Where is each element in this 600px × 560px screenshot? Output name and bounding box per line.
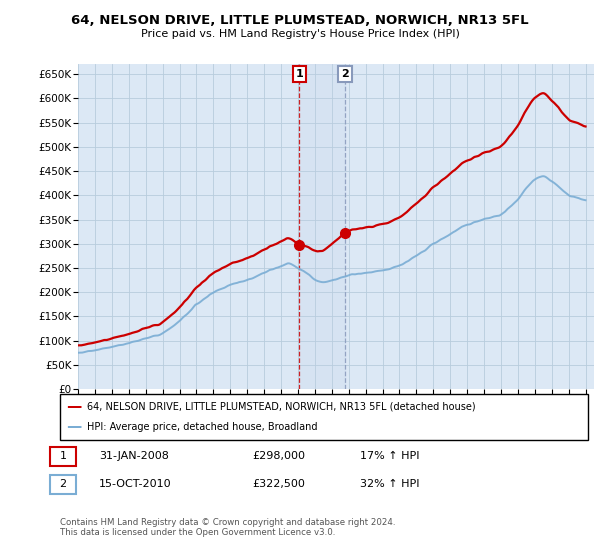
Text: £322,500: £322,500	[252, 479, 305, 489]
Text: £298,000: £298,000	[252, 451, 305, 461]
Text: 15-OCT-2010: 15-OCT-2010	[99, 479, 172, 489]
Bar	[299, 64, 345, 389]
Text: 32% ↑ HPI: 32% ↑ HPI	[360, 479, 419, 489]
Text: 1: 1	[295, 69, 303, 80]
Text: 17% ↑ HPI: 17% ↑ HPI	[360, 451, 419, 461]
Text: 31-JAN-2008: 31-JAN-2008	[99, 451, 169, 461]
Text: —: —	[66, 399, 82, 414]
Text: 1: 1	[59, 451, 67, 461]
Text: 2: 2	[341, 69, 349, 80]
Text: HPI: Average price, detached house, Broadland: HPI: Average price, detached house, Broa…	[87, 422, 317, 432]
Text: 64, NELSON DRIVE, LITTLE PLUMSTEAD, NORWICH, NR13 5FL (detached house): 64, NELSON DRIVE, LITTLE PLUMSTEAD, NORW…	[87, 402, 476, 412]
Text: Price paid vs. HM Land Registry's House Price Index (HPI): Price paid vs. HM Land Registry's House …	[140, 29, 460, 39]
Text: —: —	[66, 419, 82, 434]
Text: 2: 2	[59, 479, 67, 489]
Text: Contains HM Land Registry data © Crown copyright and database right 2024.
This d: Contains HM Land Registry data © Crown c…	[60, 518, 395, 538]
Text: 64, NELSON DRIVE, LITTLE PLUMSTEAD, NORWICH, NR13 5FL: 64, NELSON DRIVE, LITTLE PLUMSTEAD, NORW…	[71, 14, 529, 27]
